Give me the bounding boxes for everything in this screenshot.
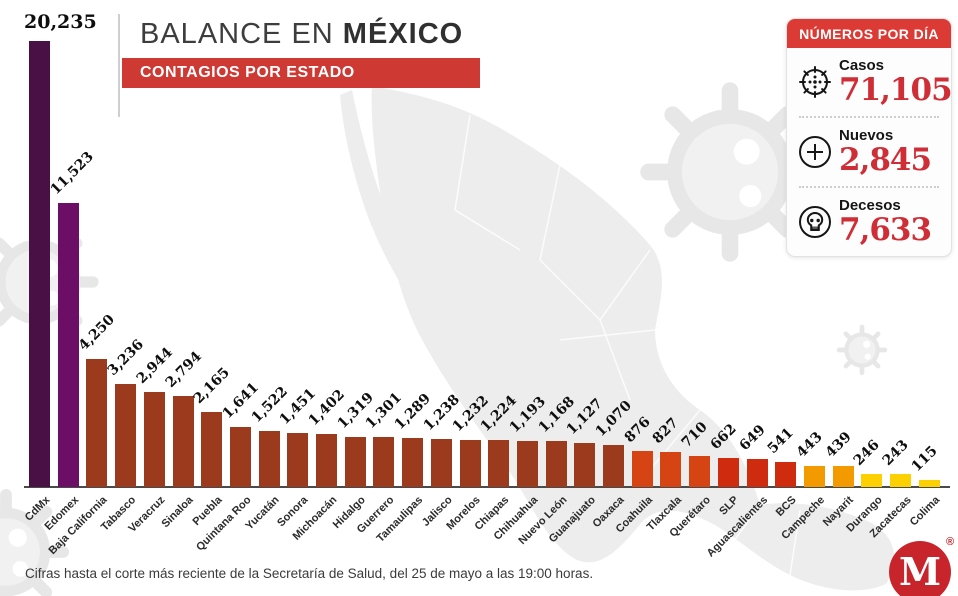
bar-Puebla bbox=[201, 412, 223, 487]
subtitle-band: CONTAGIOS POR ESTADO bbox=[122, 58, 480, 88]
bar-BCS bbox=[775, 462, 797, 487]
bar-Sinaloa bbox=[172, 396, 194, 487]
bar-Durango bbox=[861, 474, 883, 487]
bar-Edomex bbox=[57, 203, 79, 487]
page-subtitle: CONTAGIOS POR ESTADO bbox=[140, 64, 355, 81]
bar-SLP bbox=[717, 458, 739, 487]
page-title-bold: MÉXICO bbox=[342, 18, 464, 50]
bar-Yucatán bbox=[258, 431, 280, 487]
stat-value-nuevos: 2,845 bbox=[839, 142, 932, 178]
bar-Colima bbox=[918, 480, 940, 487]
source-note: Cifras hasta el corte más reciente de la… bbox=[25, 566, 594, 581]
bar-value-label: 243 bbox=[879, 437, 912, 469]
bar-Querétaro bbox=[689, 456, 711, 487]
stat-row-decesos: Decesos 7,633 bbox=[787, 188, 951, 256]
bar-Zacatecas bbox=[890, 474, 911, 487]
skull-icon bbox=[799, 206, 831, 238]
bar-Coahuila bbox=[631, 451, 653, 487]
bar-Hidalgo bbox=[344, 437, 366, 487]
numbers-per-day-panel: NÚMEROS POR DÍA Casos 71,105 bbox=[786, 18, 953, 257]
bar-value-label: 115 bbox=[908, 443, 941, 475]
bar-Jalisco bbox=[430, 439, 452, 487]
mexico-map-silhouette bbox=[340, 86, 895, 591]
stat-value-casos: 71,105 bbox=[839, 72, 953, 108]
stat-label-casos: Casos bbox=[839, 57, 885, 74]
bar-Guerrero bbox=[373, 437, 395, 487]
bar-Chiapas bbox=[488, 440, 510, 487]
bar-value-label: 541 bbox=[764, 425, 797, 457]
bar-value-label: 649 bbox=[736, 422, 769, 454]
milenio-logo: M bbox=[889, 541, 951, 596]
plus-icon bbox=[799, 136, 831, 168]
header: BALANCE EN MÉXICO CONTAGIOS POR ESTADO bbox=[118, 12, 480, 117]
bar-Chihuahua bbox=[516, 441, 538, 487]
state-label-SLP: SLP bbox=[717, 494, 742, 518]
bar-Aguascalientes bbox=[746, 459, 768, 487]
bar-value-label: 662 bbox=[707, 421, 740, 453]
bar-CdMx bbox=[29, 41, 50, 487]
bar-value-label: 443 bbox=[793, 429, 826, 461]
bar-value-label: 246 bbox=[850, 437, 883, 469]
bar-value-label: 2,165 bbox=[190, 364, 234, 407]
bar-Tlaxcala bbox=[660, 452, 682, 487]
bar-Tabasco bbox=[115, 384, 137, 487]
stat-label-decesos: Decesos bbox=[839, 197, 901, 214]
x-axis-line bbox=[24, 486, 950, 488]
bar-Morelos bbox=[459, 440, 481, 487]
panel-divider bbox=[799, 116, 939, 118]
bar-value-label: 439 bbox=[822, 429, 855, 461]
page-title-regular: BALANCE EN bbox=[140, 18, 343, 50]
bar-value-label: 710 bbox=[678, 419, 711, 451]
stat-row-nuevos: Nuevos 2,845 bbox=[787, 118, 951, 186]
stat-row-casos: Casos 71,105 bbox=[787, 48, 953, 116]
bar-value-label: 20,235 bbox=[24, 11, 97, 33]
bar-Sonora bbox=[287, 433, 309, 487]
header-divider-line bbox=[118, 14, 120, 117]
stat-label-nuevos: Nuevos bbox=[839, 127, 894, 144]
bar-Oaxaca bbox=[603, 445, 624, 487]
bar-Veracruz bbox=[143, 392, 165, 487]
bar-Guanajuato bbox=[574, 443, 596, 487]
state-label-BCS: BCS bbox=[773, 494, 799, 519]
bar-Michoacán bbox=[316, 434, 337, 487]
bar-value-label: 876 bbox=[621, 414, 654, 446]
panel-title: NÚMEROS POR DÍA bbox=[799, 25, 939, 42]
bar-value-label: 827 bbox=[650, 415, 683, 447]
registered-trademark-icon: ® bbox=[946, 536, 955, 548]
bar-value-label: 11,523 bbox=[47, 148, 97, 198]
bar-Quintana Roo bbox=[229, 427, 251, 487]
bar-Nayarit bbox=[832, 466, 854, 487]
bar-Nuevo León bbox=[545, 441, 567, 487]
bar-Tamaulipas bbox=[402, 438, 424, 487]
bar-value-label: 4,250 bbox=[76, 311, 119, 354]
page-title: BALANCE EN MÉXICO bbox=[122, 12, 480, 51]
bar-Campeche bbox=[803, 466, 825, 487]
bar-Baja California bbox=[86, 359, 108, 487]
state-label-Colima: Colima bbox=[907, 494, 943, 529]
milenio-logo-letter: M bbox=[898, 548, 942, 594]
panel-divider bbox=[799, 186, 939, 188]
stat-value-decesos: 7,633 bbox=[839, 212, 932, 248]
virus-icon bbox=[799, 66, 831, 98]
panel-header: NÚMEROS POR DÍA bbox=[787, 19, 951, 48]
